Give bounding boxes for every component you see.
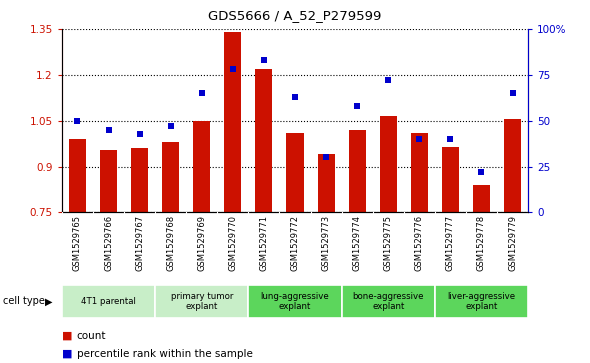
Bar (442, 147, 459, 212)
Bar (255, 69, 273, 212)
Text: percentile rank within the sample: percentile rank within the sample (77, 349, 253, 359)
Point (352, 103, 362, 109)
Text: GSM1529773: GSM1529773 (322, 215, 330, 271)
Text: GSM1529777: GSM1529777 (446, 215, 455, 271)
Point (445, 136, 455, 142)
Point (228, 66, 238, 72)
Text: liver-aggressive
explant: liver-aggressive explant (447, 291, 516, 311)
Text: ■: ■ (62, 349, 73, 359)
Bar (224, 32, 241, 212)
Point (477, 169, 486, 175)
Bar (131, 148, 148, 212)
Text: GSM1529775: GSM1529775 (384, 215, 393, 270)
Bar (349, 130, 366, 212)
Bar (380, 116, 396, 212)
Text: cell type: cell type (3, 296, 45, 306)
Bar (435, 285, 528, 318)
Point (135, 131, 145, 136)
Bar (194, 121, 210, 212)
Bar (504, 119, 521, 212)
Bar (342, 285, 435, 318)
Bar (155, 285, 248, 318)
Text: GSM1529772: GSM1529772 (290, 215, 300, 270)
Text: GSM1529769: GSM1529769 (197, 215, 206, 270)
Text: GSM1529779: GSM1529779 (508, 215, 517, 270)
Point (384, 77, 393, 83)
Point (322, 154, 331, 160)
Text: primary tumor
explant: primary tumor explant (171, 291, 233, 311)
Point (197, 90, 206, 96)
Bar (62, 285, 155, 318)
Bar (317, 154, 335, 212)
Text: 4T1 parental: 4T1 parental (81, 297, 136, 306)
Text: GSM1529771: GSM1529771 (260, 215, 268, 270)
Text: GSM1529767: GSM1529767 (135, 215, 144, 271)
Bar (100, 150, 117, 212)
Bar (287, 133, 303, 212)
Point (415, 136, 424, 142)
Text: GSM1529776: GSM1529776 (415, 215, 424, 271)
Text: ▶: ▶ (45, 296, 52, 306)
Point (259, 57, 268, 63)
Text: GSM1529766: GSM1529766 (104, 215, 113, 271)
Text: GSM1529765: GSM1529765 (73, 215, 82, 270)
Bar (248, 285, 342, 318)
Point (166, 123, 175, 129)
Text: lung-aggressive
explant: lung-aggressive explant (261, 291, 329, 311)
Text: GSM1529774: GSM1529774 (353, 215, 362, 270)
Text: GDS5666 / A_52_P279599: GDS5666 / A_52_P279599 (208, 9, 382, 22)
Text: bone-aggressive
explant: bone-aggressive explant (352, 291, 424, 311)
Text: GSM1529768: GSM1529768 (166, 215, 175, 271)
Text: GSM1529770: GSM1529770 (228, 215, 237, 270)
Text: GSM1529778: GSM1529778 (477, 215, 486, 271)
Text: ■: ■ (62, 331, 73, 341)
Bar (69, 139, 86, 212)
Bar (411, 133, 428, 212)
Point (290, 94, 300, 100)
Bar (473, 185, 490, 212)
Point (73, 118, 82, 123)
Point (508, 90, 517, 96)
Text: count: count (77, 331, 106, 341)
Bar (162, 142, 179, 212)
Point (104, 127, 113, 133)
